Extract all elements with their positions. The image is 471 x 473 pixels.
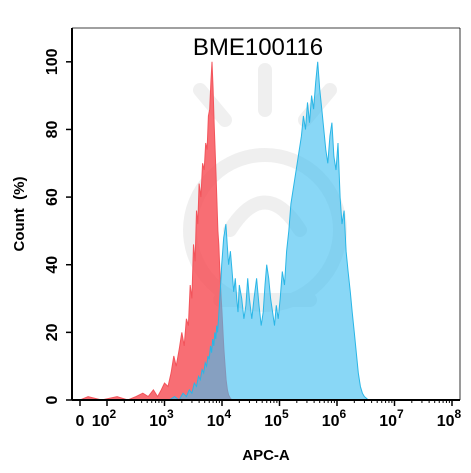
- series-1-area: [79, 61, 234, 401]
- x-tick-exponent: 8: [455, 407, 462, 421]
- x-tick-label: 108: [437, 407, 462, 430]
- y-tick-label: 100: [44, 48, 61, 75]
- y-tick-label: 20: [44, 323, 61, 341]
- x-tick-label: 103: [149, 407, 174, 430]
- y-tick-label: 80: [44, 120, 61, 138]
- x-tick-label: 107: [379, 407, 404, 430]
- x-ticks: 0 102 103 104 105 106 107 108: [76, 400, 462, 430]
- x-tick-label: 106: [322, 407, 347, 430]
- x-tick-exponent: 6: [340, 407, 347, 421]
- x-tick-exponent: 7: [397, 407, 404, 421]
- x-tick-exponent: 3: [167, 407, 174, 421]
- series-2-area: [167, 61, 375, 401]
- y-tick-label: 60: [44, 188, 61, 206]
- x-axis-label: APC-A: [242, 447, 290, 464]
- chart-title: BME100116: [193, 34, 323, 61]
- x-tick-label: 104: [207, 407, 232, 430]
- y-tick-label: 0: [44, 395, 61, 404]
- axes: [71, 27, 461, 401]
- y-axis-label: Count (%): [11, 177, 28, 252]
- x-tick-exponent: 4: [225, 407, 232, 421]
- x-tick-label: 105: [264, 407, 289, 430]
- x-tick-label: 0: [76, 413, 85, 430]
- y-ticks: 0 20 40 60 80 100: [44, 48, 72, 404]
- series-layer: [79, 61, 375, 401]
- x-tick-exponent: 2: [110, 407, 117, 421]
- x-tick-exponent: 5: [282, 407, 289, 421]
- y-tick-label: 40: [44, 256, 61, 274]
- x-tick-label: 102: [92, 407, 117, 430]
